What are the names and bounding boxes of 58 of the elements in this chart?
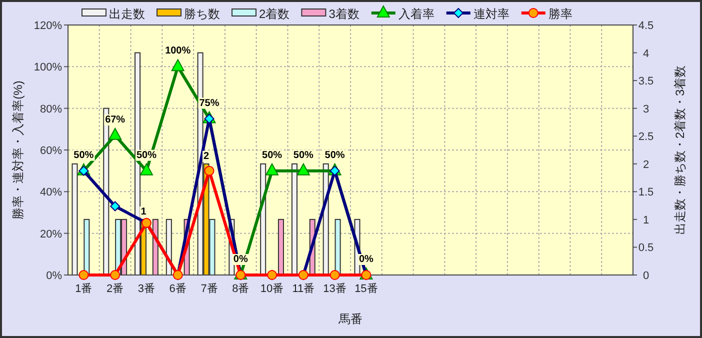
data-label: 50% (262, 150, 282, 161)
y2-tick-label: 4 (642, 48, 650, 60)
bar (291, 163, 298, 276)
data-label: 67% (105, 114, 126, 126)
data-label: 0% (358, 254, 374, 265)
legend-label: 3着数 (328, 7, 360, 21)
data-label: 50% (74, 150, 94, 161)
legend-label: 入着率 (398, 7, 434, 21)
y-tick-label: 100% (34, 62, 62, 74)
bar (72, 163, 78, 276)
point (78, 270, 89, 280)
y-tick-label: 60% (40, 145, 62, 157)
bar (84, 218, 90, 276)
y2-tick-label: 2 (642, 158, 650, 171)
point (330, 270, 340, 280)
x-tick-label: 7番 (200, 282, 218, 295)
y2-tick-label: 4.5 (638, 20, 654, 32)
x-tick-label: 2番 (106, 282, 124, 295)
x-axis-title: 馬番 (338, 312, 362, 326)
x-tick-label: 3番 (138, 282, 156, 295)
x-tick-label: 10番 (260, 282, 284, 295)
x-tick-label: 13番 (323, 282, 346, 295)
x-tick-label: 6番 (169, 282, 186, 295)
x-tick-label: 1番 (75, 282, 92, 295)
legend-label: 出走数 (109, 7, 145, 21)
y2-tick-label: 0 (642, 270, 650, 282)
legend-label: 勝率 (548, 7, 572, 21)
y-tick-label: 80% (40, 103, 62, 116)
y2-tick-label: 2.5 (638, 131, 654, 144)
legend-label: 連対率 (473, 7, 510, 21)
y-axis-title: 勝率・連対率・入着率(%) (11, 80, 25, 220)
y-tick-label: 0% (46, 270, 62, 282)
bar (278, 218, 284, 276)
bar (334, 218, 341, 276)
x-tick-label: 8番 (232, 282, 250, 295)
point (110, 270, 120, 280)
legend-label: 2着数 (259, 7, 290, 21)
data-label: 1 (140, 206, 147, 218)
y-tick-label: 40% (40, 186, 62, 199)
x-tick-label: 15番 (354, 282, 378, 295)
y2-tick-label: 1 (642, 214, 650, 226)
data-label: 75% (199, 98, 220, 109)
y2-tick-label: 3 (642, 103, 650, 116)
data-label: 2 (203, 150, 210, 162)
y2-axis-title: 出走数・勝ち数・2着数・3着数 (673, 65, 687, 235)
data-label: 50% (136, 150, 157, 161)
data-label: 50% (293, 150, 314, 161)
x-tick-label: 11番 (292, 282, 315, 295)
legend-label: 勝ち数 (184, 7, 220, 21)
y2-tick-label: 0.5 (638, 242, 654, 254)
data-label: 0% (233, 254, 248, 265)
data-label: 50% (324, 150, 345, 161)
y-tick-label: 20% (40, 228, 62, 240)
y-tick-label: 120% (34, 20, 62, 32)
y2-tick-label: 3.5 (638, 76, 654, 88)
point (204, 166, 214, 176)
y2-tick-label: 1.5 (638, 186, 654, 199)
data-label: 100% (165, 46, 191, 57)
